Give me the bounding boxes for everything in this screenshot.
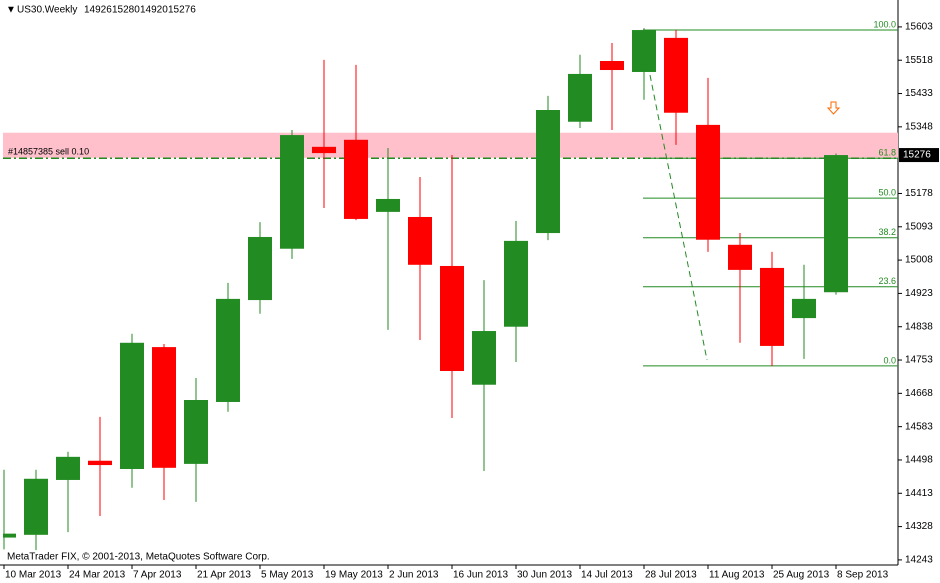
fib-label: 50.0: [878, 188, 896, 198]
x-tick-label: 5 May 2013: [261, 570, 314, 581]
header-open: 14926: [84, 5, 112, 16]
candle-body: [600, 61, 624, 71]
y-tick-label: 14838: [905, 321, 933, 332]
candle-body: [24, 478, 48, 535]
y-tick-label: 14328: [905, 521, 933, 532]
x-tick-label: 2 Jun 2013: [389, 570, 439, 581]
x-tick-label: 7 Apr 2013: [133, 570, 182, 581]
candle-body: [88, 460, 112, 466]
x-tick-label: 16 Jun 2013: [453, 570, 508, 581]
candle-body: [184, 400, 208, 464]
candle-body: [664, 37, 688, 113]
candle-body: [824, 155, 848, 293]
fib-label: 61.8: [878, 148, 896, 158]
candle-body: [728, 244, 752, 270]
x-tick-label: 10 Mar 2013: [5, 570, 62, 581]
candle-body: [472, 331, 496, 385]
y-tick-label: 15603: [905, 22, 933, 33]
x-tick-label: 28 Jul 2013: [645, 570, 697, 581]
y-tick-label: 15093: [905, 221, 933, 232]
y-tick-label: 15008: [905, 255, 933, 266]
fib-label: 100.0: [873, 19, 896, 29]
header-close: 15276: [168, 5, 196, 16]
order-label: #14857385 sell 0.10: [8, 147, 89, 157]
y-tick-label: 15348: [905, 121, 933, 132]
candle-body: [248, 236, 272, 301]
fib-label: 0.0: [883, 355, 896, 365]
sell-arrow: [826, 101, 841, 115]
fib-label: 38.2: [878, 227, 896, 237]
candle-body: [536, 109, 560, 234]
candle-body: [440, 265, 464, 372]
copyright: MetaTrader FIX, © 2001-2013, MetaQuotes …: [7, 552, 270, 563]
y-tick-label: 15433: [905, 88, 933, 99]
x-tick-label: 30 Jun 2013: [517, 570, 572, 581]
y-tick-label: 14753: [905, 355, 933, 366]
fib-label: 23.6: [878, 276, 896, 286]
y-tick-label: 15178: [905, 188, 933, 199]
candle-body: [632, 30, 656, 72]
header-low: 14920: [140, 5, 168, 16]
candle-body: [3, 533, 16, 538]
x-tick-label: 14 Jul 2013: [581, 570, 633, 581]
candle-body: [408, 216, 432, 265]
plot-area: [3, 28, 898, 551]
candle-body: [376, 198, 400, 212]
last-price-box: [899, 148, 939, 163]
header-symbol: US30.Weekly: [17, 5, 77, 16]
candle-body: [344, 139, 368, 219]
resistance-zone: [3, 132, 898, 158]
candle-body: [760, 267, 784, 346]
header-high: 15280: [112, 5, 140, 16]
y-tick-label: 14498: [905, 455, 933, 466]
candle-body: [312, 146, 336, 154]
candle-body: [792, 298, 816, 319]
candle-body: [696, 124, 720, 240]
candle-body: [504, 240, 528, 327]
y-tick-label: 14413: [905, 488, 933, 499]
y-tick-label: 14243: [905, 555, 933, 566]
last-price-label: 15276: [903, 150, 931, 161]
y-tick-label: 15518: [905, 55, 933, 66]
candle-body: [568, 73, 592, 122]
candle-body: [216, 298, 240, 402]
fib-trendline: [649, 74, 708, 361]
x-tick-label: 19 May 2013: [325, 570, 383, 581]
x-tick-label: 24 Mar 2013: [69, 570, 126, 581]
x-tick-label: 8 Sep 2013: [837, 570, 889, 581]
header-arrow: ▼: [6, 5, 16, 16]
candle-body: [280, 135, 304, 249]
x-tick-label: 21 Apr 2013: [197, 570, 251, 581]
y-tick-label: 14923: [905, 288, 933, 299]
x-tick-label: 11 Aug 2013: [709, 570, 765, 581]
y-tick-label: 14583: [905, 421, 933, 432]
candle-body: [152, 347, 176, 468]
x-tick-label: 25 Aug 2013: [773, 570, 830, 581]
y-tick-label: 14668: [905, 388, 933, 399]
candle-body: [56, 456, 80, 480]
candle-body: [120, 342, 144, 469]
